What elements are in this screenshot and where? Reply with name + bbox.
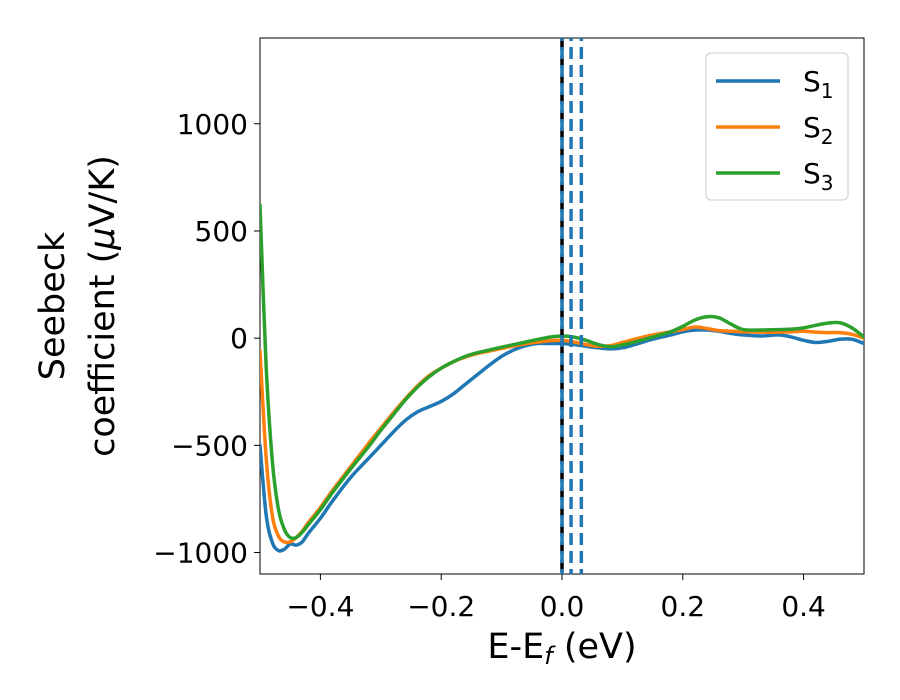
y-axis-label-line2: coefficient (μV/K) <box>83 155 123 457</box>
y-axis-label-mu: μ <box>83 227 123 250</box>
x-tick-label: 0.2 <box>661 590 706 623</box>
x-axis-label: E-Ef (eV) <box>487 627 636 670</box>
x-tick-label: 0.0 <box>540 590 585 623</box>
x-tick-label: −0.2 <box>407 590 475 623</box>
axis-ticks: −0.4 −0.2 0.0 0.2 0.4 −1000 −500 0 500 1000 <box>153 108 826 623</box>
legend: S1 S2 S3 <box>705 52 849 201</box>
x-axis-label-main: E-E <box>487 627 544 667</box>
legend-label-s3: S3 <box>803 157 834 195</box>
y-axis-label-suffix: V/K) <box>83 155 123 227</box>
x-axis-label-unit: (eV) <box>553 627 637 667</box>
x-tick-label: 0.4 <box>781 590 826 623</box>
y-tick-label: 500 <box>195 215 248 248</box>
series-line-s3 <box>260 203 864 541</box>
fermi-level-lines <box>560 38 584 574</box>
y-tick-label: −1000 <box>153 537 248 570</box>
y-tick-label: 1000 <box>177 108 248 141</box>
y-tick-label: 0 <box>230 322 248 355</box>
y-axis-label-line1: Seebeck <box>33 231 73 380</box>
legend-label-s2: S2 <box>803 111 834 149</box>
y-tick-label: −500 <box>171 429 248 462</box>
series-lines <box>260 203 864 553</box>
y-axis-label-prefix: coefficient ( <box>83 250 123 457</box>
x-tick-label: −0.4 <box>286 590 354 623</box>
legend-label-s1: S1 <box>803 65 834 103</box>
